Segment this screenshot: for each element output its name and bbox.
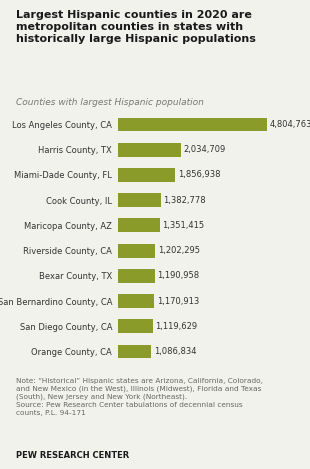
Text: Counties with largest Hispanic population: Counties with largest Hispanic populatio… [16, 98, 203, 107]
Bar [118, 319, 153, 333]
Text: 1,351,415: 1,351,415 [162, 221, 205, 230]
Bar [118, 193, 161, 207]
Text: Note: “Historical” Hispanic states are Arizona, California, Colorado,
and New Me: Note: “Historical” Hispanic states are A… [16, 378, 262, 416]
Text: 1,170,913: 1,170,913 [157, 296, 199, 306]
Bar [118, 294, 154, 308]
Text: 1,119,629: 1,119,629 [155, 322, 197, 331]
Text: 1,856,938: 1,856,938 [178, 170, 221, 180]
Bar [118, 219, 160, 232]
Text: 4,804,763: 4,804,763 [269, 120, 310, 129]
Text: 1,202,295: 1,202,295 [158, 246, 200, 255]
Bar [118, 118, 267, 131]
Bar [118, 269, 155, 283]
Text: PEW RESEARCH CENTER: PEW RESEARCH CENTER [16, 451, 129, 460]
Bar [118, 345, 152, 358]
Bar [118, 168, 175, 182]
Text: 2,034,709: 2,034,709 [184, 145, 226, 154]
Bar [118, 244, 155, 257]
Bar [118, 143, 181, 157]
Text: 1,190,958: 1,190,958 [157, 272, 200, 280]
Text: Largest Hispanic counties in 2020 are
metropolitan counties in states with
histo: Largest Hispanic counties in 2020 are me… [16, 10, 255, 44]
Text: 1,382,778: 1,382,778 [163, 196, 206, 204]
Text: 1,086,834: 1,086,834 [154, 347, 197, 356]
